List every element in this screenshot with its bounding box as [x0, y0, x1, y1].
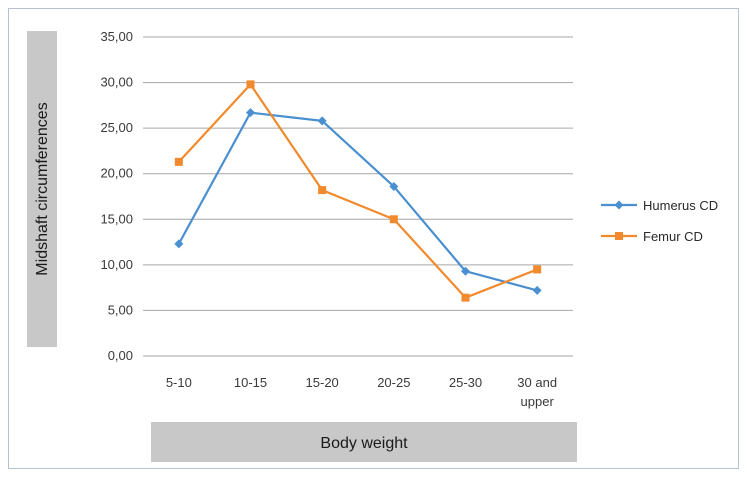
- y-tick-label: 35,00: [100, 29, 133, 44]
- x-tick-label: 20-25: [377, 375, 410, 390]
- y-axis-title: Midshaft circumferences: [34, 102, 51, 275]
- series-line-2: [178, 83, 538, 299]
- x-tick-label: 30 and upper: [517, 375, 557, 409]
- data-point-2: [246, 80, 255, 89]
- data-point-1: [246, 108, 255, 118]
- x-tick-labels: 5-10 10-15 15-20 20-25 25-30 30 and upper: [166, 375, 557, 409]
- data-point-1: [532, 285, 542, 295]
- data-point-1: [174, 239, 184, 249]
- y-tick-label: 0,00: [108, 348, 133, 363]
- y-tick-labels: 0,00 5,00 10,00 15,00 20,00 25,00 30,00 35,00: [100, 29, 133, 363]
- y-tick-label: 10,00: [100, 257, 133, 272]
- y-tick-label: 15,00: [100, 211, 133, 226]
- data-point-2: [533, 265, 542, 274]
- y-tick-label: 30,00: [100, 75, 133, 90]
- x-axis-label-band: [151, 422, 577, 462]
- data-point-1: [389, 181, 399, 191]
- y-axis-label-group: Midshaft circumferences: [27, 31, 57, 347]
- legend-label-1: Humerus CD: [643, 198, 718, 213]
- series-line-1: [177, 111, 538, 292]
- series-group: [174, 80, 542, 302]
- chart-frame: Midshaft circumferences 0,00 5,00 10,00 15,…: [8, 8, 739, 469]
- x-axis-title: Body weight: [320, 435, 408, 452]
- y-tick-label: 5,00: [108, 302, 133, 317]
- legend: Humerus CD Femur CD: [601, 198, 718, 244]
- y-tick-label: 25,00: [100, 120, 133, 135]
- x-tick-label: 15-20: [306, 375, 339, 390]
- x-axis-label-group: Body weight: [151, 422, 577, 462]
- x-tick-label: 10-15: [234, 375, 267, 390]
- data-point-2: [318, 186, 327, 195]
- gridlines: [143, 36, 573, 357]
- legend-marker-1: [614, 200, 624, 210]
- line-chart: Midshaft circumferences 0,00 5,00 10,00 15,…: [27, 29, 718, 462]
- x-tick-label: 25-30: [449, 375, 482, 390]
- legend-label-2: Femur CD: [643, 229, 703, 244]
- data-point-1: [461, 266, 470, 276]
- y-tick-label: 20,00: [100, 166, 133, 181]
- data-point-1: [317, 116, 327, 126]
- data-point-2: [389, 215, 398, 224]
- legend-marker-2: [615, 232, 623, 240]
- data-point-2: [174, 157, 183, 166]
- data-point-2: [461, 293, 470, 302]
- y-axis-label-band: [27, 31, 57, 347]
- x-tick-label: 5-10: [166, 375, 192, 390]
